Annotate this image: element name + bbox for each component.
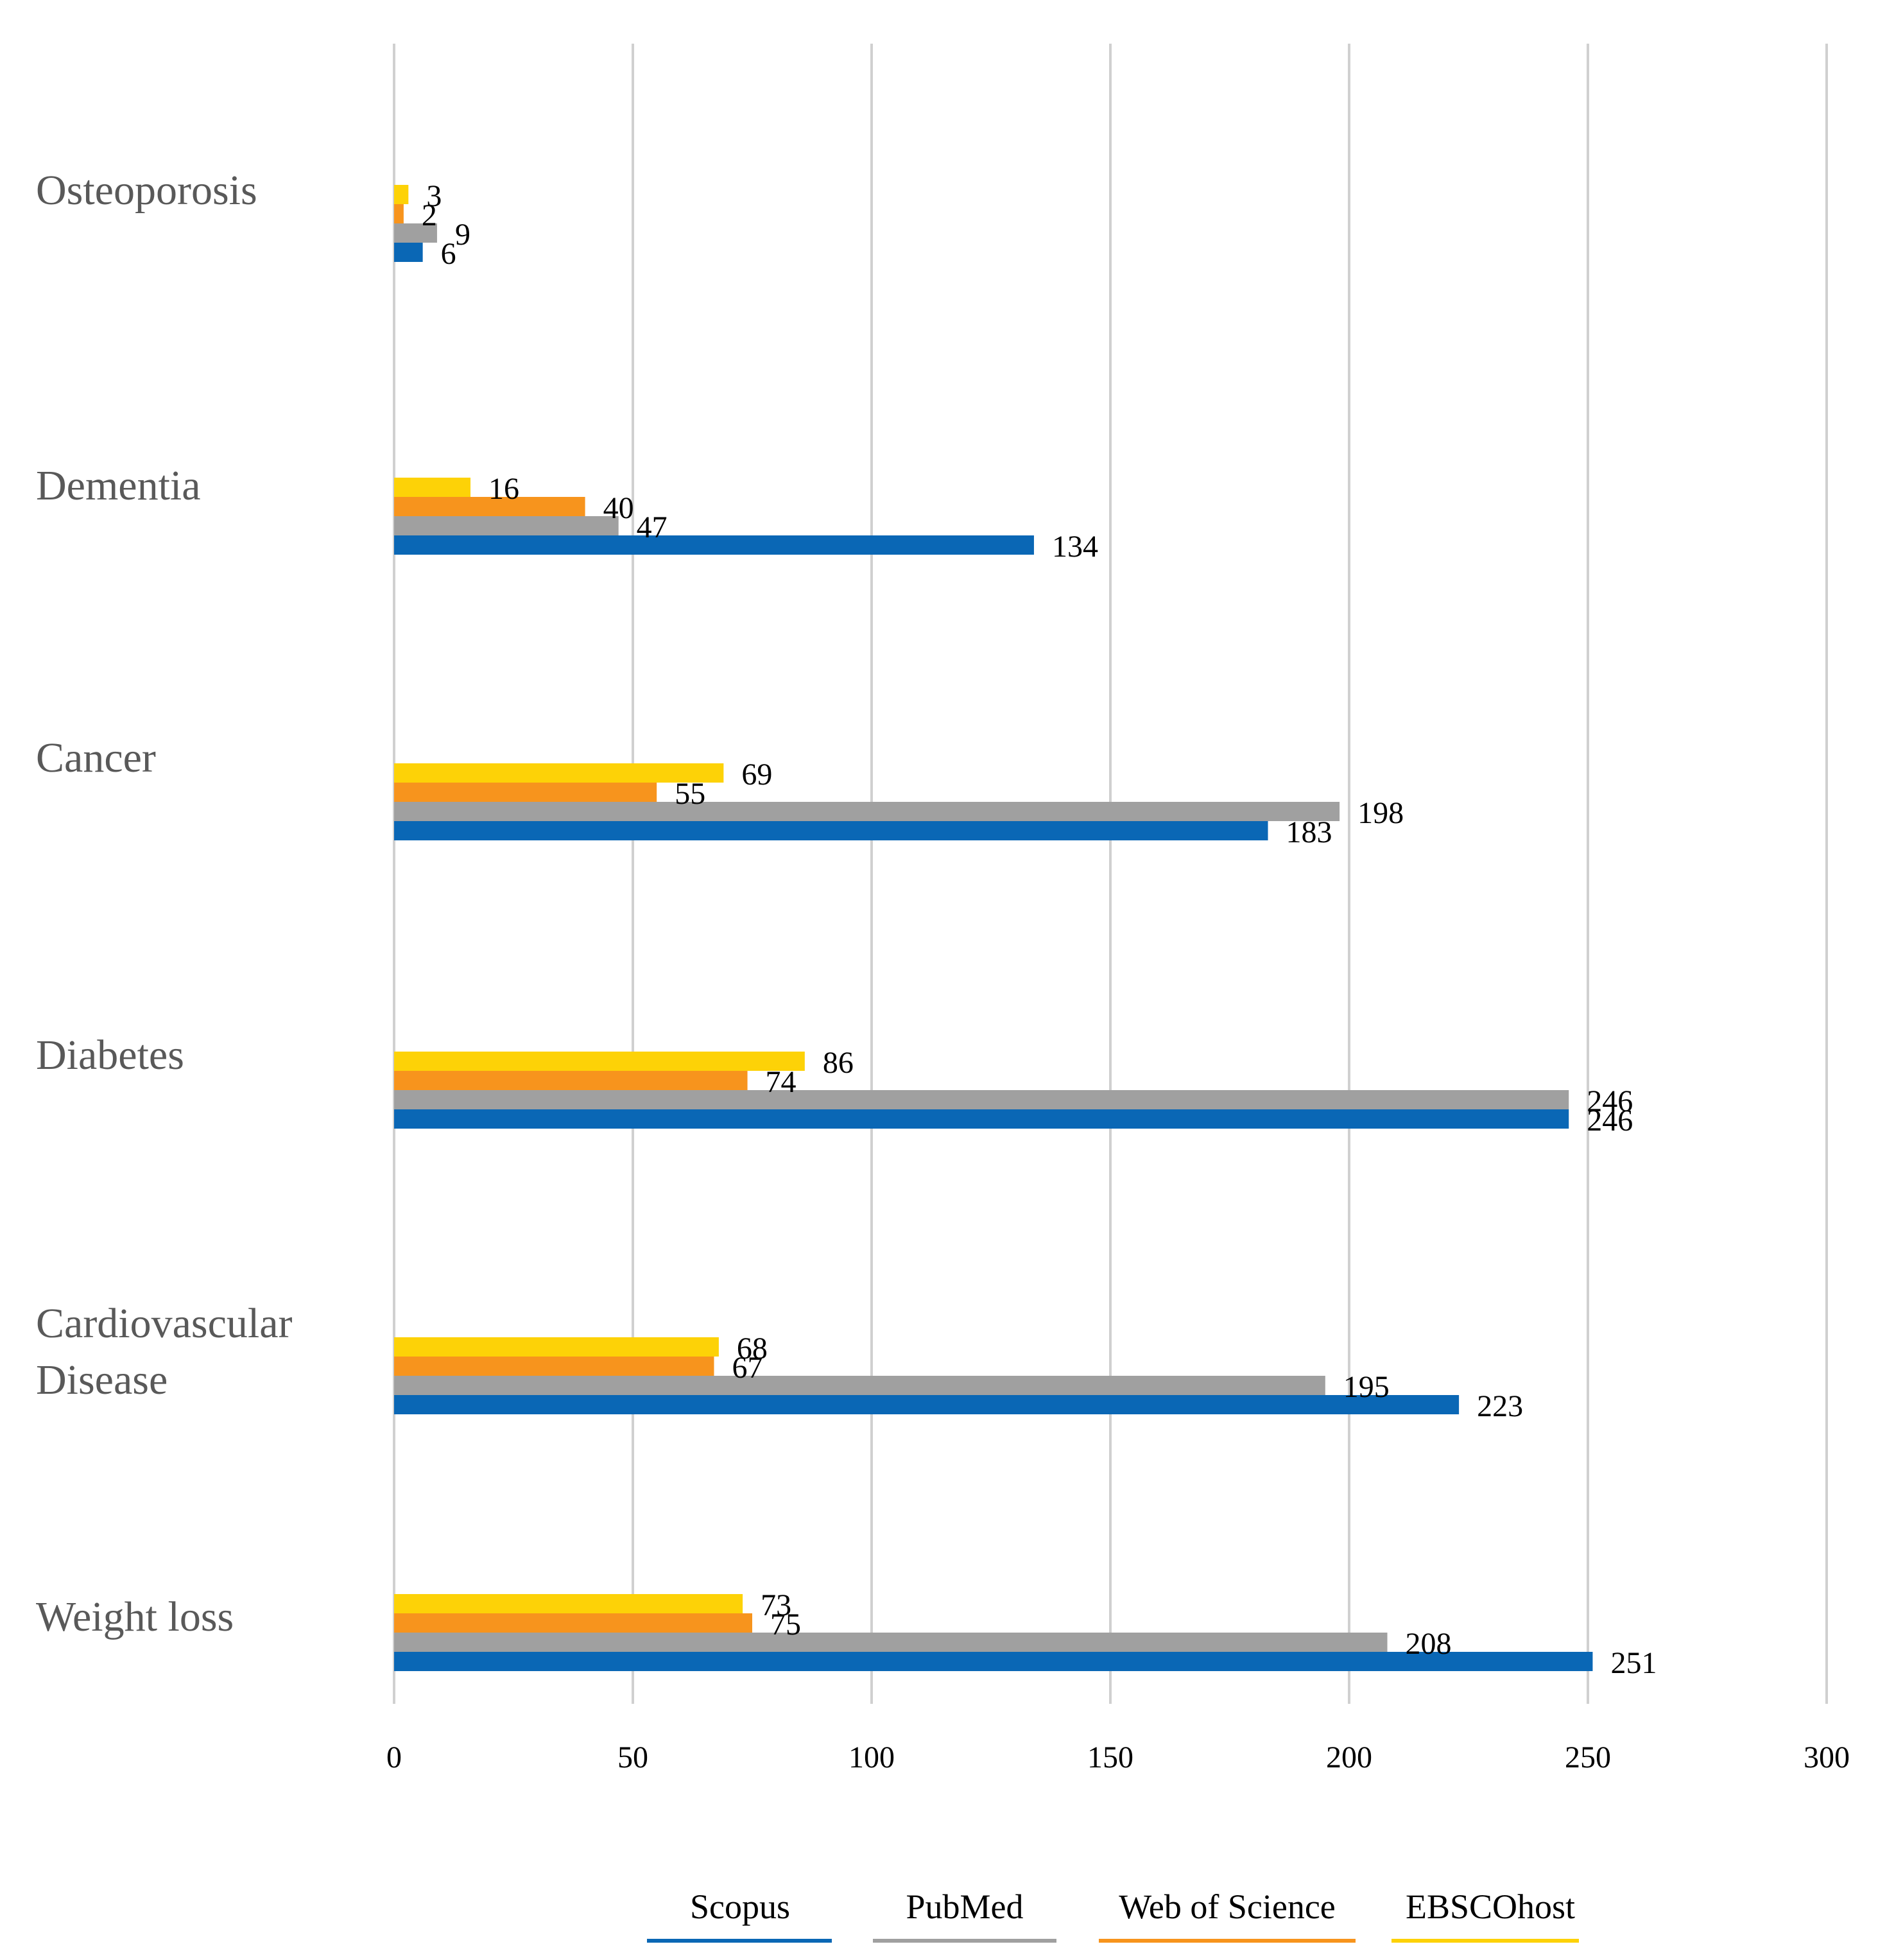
bar-pubmed (394, 1376, 1325, 1395)
bar-pubmed (394, 802, 1340, 821)
bar-web-of-science (394, 1613, 752, 1633)
data-label: 69 (741, 758, 772, 792)
data-label: 67 (732, 1351, 762, 1385)
bar-web-of-science (394, 204, 404, 223)
data-label: 86 (823, 1046, 854, 1080)
bar-ebscohost (394, 1594, 743, 1613)
data-label: 16 (488, 472, 519, 506)
data-labels: 6923134474016183198556924624674862231956… (422, 179, 1657, 1680)
legend-label: PubMed (906, 1887, 1023, 1926)
bar-ebscohost (394, 1052, 805, 1071)
bar-ebscohost (394, 185, 409, 204)
bar-web-of-science (394, 783, 657, 802)
data-label: 40 (603, 491, 634, 525)
bar-scopus (394, 1395, 1460, 1414)
category-label: Cardiovascular Disease (36, 1300, 293, 1403)
x-tick-label: 300 (1804, 1740, 1850, 1774)
bar-ebscohost (394, 478, 471, 497)
bar-web-of-science (394, 497, 585, 516)
data-label: 246 (1587, 1084, 1633, 1118)
data-label: 68 (737, 1331, 768, 1366)
data-label: 6 (441, 237, 456, 271)
data-label: 223 (1477, 1389, 1523, 1423)
category-label: Diabetes (36, 1032, 184, 1079)
data-label: 198 (1357, 796, 1404, 830)
bar-pubmed (394, 223, 437, 243)
data-label: 55 (675, 777, 705, 811)
legend-label: Web of Science (1119, 1887, 1336, 1926)
category-labels: Osteoporosis Dementia Cancer Diabetes Cardio… (36, 167, 293, 1640)
bar-pubmed (394, 1633, 1388, 1652)
bars (394, 185, 1593, 1671)
category-label: Osteoporosis (36, 167, 257, 214)
data-label: 3 (426, 179, 442, 213)
legend: Scopus PubMed Web of Science EBSCOhost (647, 1887, 1579, 1943)
data-label: 251 (1610, 1646, 1657, 1680)
bar-scopus (394, 1109, 1569, 1129)
bar-ebscohost (394, 763, 724, 783)
category-label: Weight loss (36, 1593, 234, 1640)
x-tick-label: 200 (1326, 1740, 1372, 1774)
data-label: 208 (1406, 1627, 1452, 1661)
bar-web-of-science (394, 1357, 714, 1376)
bar-pubmed (394, 1090, 1569, 1109)
data-label: 73 (761, 1588, 791, 1622)
bar-pubmed (394, 516, 619, 535)
category-label: Dementia (36, 462, 201, 509)
bar-ebscohost (394, 1337, 719, 1357)
legend-label: Scopus (690, 1887, 790, 1926)
bar-scopus (394, 1652, 1593, 1671)
bar-scopus (394, 243, 423, 262)
data-label: 134 (1052, 530, 1098, 564)
data-label: 183 (1286, 815, 1332, 849)
x-axis-tick-labels: 0 50 100 150 200 250 300 (386, 1740, 1850, 1774)
x-tick-label: 0 (386, 1740, 402, 1774)
x-tick-label: 50 (617, 1740, 648, 1774)
bar-web-of-science (394, 1071, 748, 1090)
bar-scopus (394, 821, 1268, 840)
data-label: 2 (422, 198, 437, 232)
legend-label: EBSCOhost (1406, 1887, 1575, 1926)
data-label: 9 (455, 218, 470, 252)
data-label: 74 (766, 1065, 797, 1099)
gridlines (393, 44, 1828, 1704)
x-tick-label: 250 (1565, 1740, 1611, 1774)
data-label: 246 (1587, 1104, 1633, 1138)
x-tick-label: 150 (1087, 1740, 1133, 1774)
x-tick-label: 100 (849, 1740, 895, 1774)
data-label: 195 (1343, 1370, 1390, 1404)
bar-scopus (394, 535, 1034, 555)
data-label: 47 (637, 510, 668, 544)
data-label: 75 (770, 1608, 801, 1642)
category-label: Cancer (36, 734, 156, 781)
